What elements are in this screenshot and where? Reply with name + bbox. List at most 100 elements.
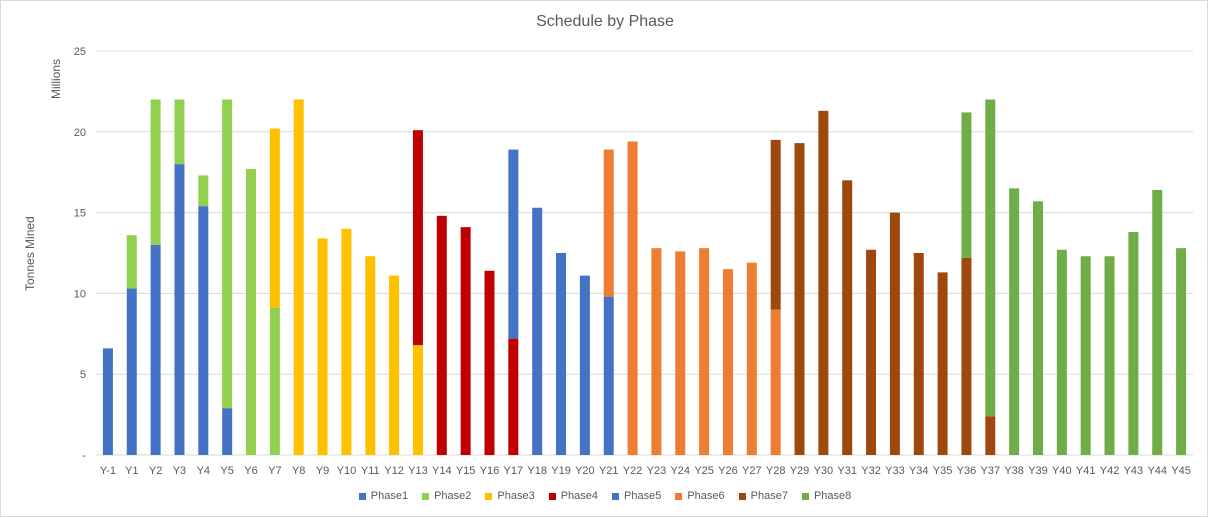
- bar-phase6-y25: [699, 248, 710, 455]
- bar-phase8-y36: [961, 112, 972, 258]
- legend-label: Phase8: [813, 490, 852, 502]
- bar-phase8-y42: [1104, 256, 1115, 455]
- bar-phase8-y44: [1152, 189, 1163, 455]
- bar-phase7-y31: [842, 180, 853, 455]
- bar-phase5-y20: [579, 275, 590, 455]
- legend-item-phase7: Phase7: [738, 490, 788, 502]
- bar-phase5-y21: [603, 296, 614, 455]
- bar-phase7-y29: [794, 143, 805, 455]
- x-tick-label: Y30: [814, 465, 834, 477]
- bar-phase6-y28: [770, 309, 781, 455]
- bar-phase8-y38: [1009, 188, 1020, 456]
- bar-phase8-y45: [1176, 248, 1187, 455]
- legend-label: Phase4: [560, 490, 598, 502]
- x-tick-label: Y15: [456, 465, 476, 477]
- chart-title: Schedule by Phase: [536, 13, 674, 30]
- bar-phase2-y5: [222, 99, 233, 409]
- bar-phase7-y34: [913, 253, 924, 455]
- bar-phase4-y17: [508, 338, 519, 455]
- bar-phase4-y13: [412, 130, 423, 346]
- x-tick-label: Y39: [1028, 465, 1048, 477]
- bar-phase3-y8: [293, 99, 304, 455]
- x-tick-label: Y31: [837, 465, 857, 477]
- bar-phase6-y23: [651, 248, 662, 455]
- legend-label: Phase2: [434, 490, 472, 502]
- bar-phase4-y15: [460, 227, 471, 455]
- x-tick-label: Y17: [504, 465, 524, 477]
- legend-swatch: [612, 492, 619, 500]
- x-tick-label: Y28: [766, 465, 786, 477]
- bar-phase6-y22: [627, 141, 638, 455]
- y-tick-label: 25: [74, 46, 86, 58]
- bar-phase7-y30: [818, 110, 829, 456]
- x-tick-label: Y23: [647, 465, 667, 477]
- legend: Phase1 Phase2 Phase3 Phase4 Phase5 Phase6 Phas…: [1, 490, 1208, 502]
- x-tick-label: Y7: [268, 465, 281, 477]
- bar-phase7-y28: [770, 139, 781, 310]
- x-tick-label: Y42: [1100, 465, 1120, 477]
- legend-swatch: [548, 492, 556, 500]
- y-tick-label: 10: [74, 288, 86, 300]
- legend-label: Phase7: [750, 490, 788, 502]
- x-tick-label: Y12: [384, 465, 404, 477]
- legend-swatch: [358, 492, 366, 500]
- x-tick-label: Y40: [1052, 465, 1072, 477]
- x-tick-label: Y2: [149, 465, 162, 477]
- x-tick-label: Y6: [244, 465, 257, 477]
- x-tick-label: Y18: [527, 465, 547, 477]
- x-tick-label: Y10: [337, 465, 357, 477]
- x-tick-label: Y9: [316, 465, 329, 477]
- legend-swatch: [738, 492, 746, 500]
- x-tick-label: Y14: [432, 465, 452, 477]
- bar-phase1-y3: [174, 164, 185, 455]
- x-tick-label: Y3: [173, 465, 186, 477]
- y-tick-label: 20: [74, 127, 86, 139]
- bar-phase8-y40: [1056, 249, 1067, 455]
- bar-phase7-y37: [985, 416, 996, 455]
- y-tick-label: 15: [74, 208, 86, 220]
- bar-phase3-y9: [317, 238, 328, 455]
- bar-phase3-y13: [412, 345, 423, 455]
- legend-label: Phase1: [370, 490, 409, 502]
- bar-phase2-y1: [126, 235, 137, 289]
- bar-phase4-y16: [484, 270, 495, 455]
- x-tick-label: Y21: [599, 465, 619, 477]
- bar-phase6-y27: [746, 262, 757, 455]
- bar-phase6-y26: [722, 269, 733, 455]
- x-tick-label: Y27: [742, 465, 762, 477]
- bar-phase8-y41: [1080, 256, 1091, 455]
- x-tick-label: Y45: [1171, 465, 1191, 477]
- bar-phase2-y7: [269, 307, 280, 455]
- x-tick-label: Y20: [575, 465, 595, 477]
- legend-item-phase5: Phase5: [612, 490, 661, 502]
- x-tick-label: Y19: [551, 465, 571, 477]
- bar-phase5-y17: [508, 149, 519, 339]
- bar-phase3-y12: [389, 275, 400, 455]
- x-tick-label: Y13: [408, 465, 428, 477]
- bar-phase8-y37: [985, 99, 996, 417]
- legend-item-phase2: Phase2: [422, 490, 471, 502]
- legend-swatch: [422, 492, 430, 500]
- y-tick-label: -: [82, 450, 86, 462]
- x-tick-label: Y32: [861, 465, 881, 477]
- bar-phase1-y5: [222, 408, 233, 455]
- x-tick-label: Y5: [220, 465, 233, 477]
- bar-phase1-y-1: [102, 348, 113, 455]
- x-tick-label: Y34: [909, 465, 929, 477]
- bar-phase3-y11: [365, 256, 376, 455]
- x-tick-label: Y43: [1124, 465, 1144, 477]
- x-tick-label: Y8: [292, 465, 305, 477]
- bar-phase8-y43: [1128, 231, 1139, 455]
- x-tick-label: Y35: [933, 465, 953, 477]
- bar-phase2-y6: [246, 168, 257, 455]
- x-tick-label: Y29: [790, 465, 810, 477]
- x-tick-label: Y25: [694, 465, 714, 477]
- bar-phase8-y39: [1032, 201, 1043, 455]
- x-tick-label: Y37: [981, 465, 1001, 477]
- bar-phase3-y10: [341, 228, 352, 455]
- legend-label: Phase5: [624, 490, 662, 502]
- bar-phase6-y21: [603, 149, 614, 297]
- bar-phase1-y1: [126, 288, 137, 455]
